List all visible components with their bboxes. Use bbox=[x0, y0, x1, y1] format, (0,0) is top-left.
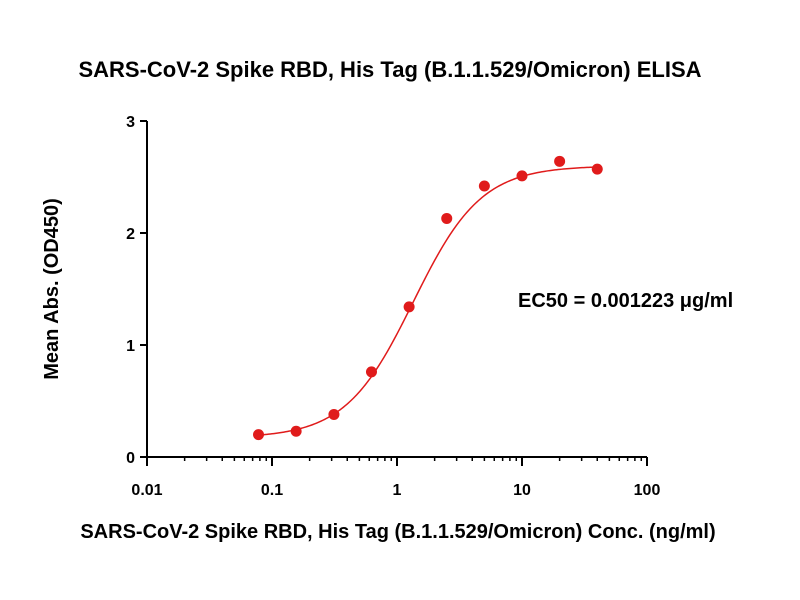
ec50-annotation: EC50 = 0.001223 μg/ml bbox=[518, 290, 733, 312]
x-tick-label: 10 bbox=[513, 482, 531, 499]
y-tick-label: 1 bbox=[126, 338, 135, 355]
x-ticks: 0.01 0.1 1 10 100 bbox=[131, 457, 660, 499]
x-tick-label: 0.01 bbox=[131, 482, 162, 499]
data-points bbox=[253, 155, 603, 441]
x-tick-label: 100 bbox=[634, 482, 661, 499]
axes bbox=[146, 121, 647, 458]
data-point bbox=[290, 425, 302, 437]
data-point bbox=[478, 180, 490, 192]
y-tick-label: 3 bbox=[126, 114, 135, 131]
x-tick-label: 1 bbox=[393, 482, 402, 499]
data-point bbox=[591, 163, 603, 175]
y-tick-label: 2 bbox=[126, 226, 135, 243]
data-point bbox=[253, 429, 265, 441]
chart-title: SARS-CoV-2 Spike RBD, His Tag (B.1.1.529… bbox=[78, 57, 701, 82]
data-point bbox=[516, 170, 528, 182]
y-tick-label: 0 bbox=[126, 450, 135, 467]
data-point bbox=[441, 212, 453, 224]
data-point bbox=[554, 155, 566, 167]
data-point bbox=[328, 408, 340, 420]
y-ticks: 0 1 2 3 bbox=[126, 114, 147, 467]
y-axis-label: Mean Abs. (OD450) bbox=[41, 198, 63, 380]
data-point bbox=[365, 366, 377, 378]
fit-curve bbox=[258, 166, 598, 436]
x-axis-label: SARS-CoV-2 Spike RBD, His Tag (B.1.1.529… bbox=[80, 521, 715, 543]
x-tick-label: 0.1 bbox=[261, 482, 283, 499]
data-point bbox=[403, 301, 415, 313]
